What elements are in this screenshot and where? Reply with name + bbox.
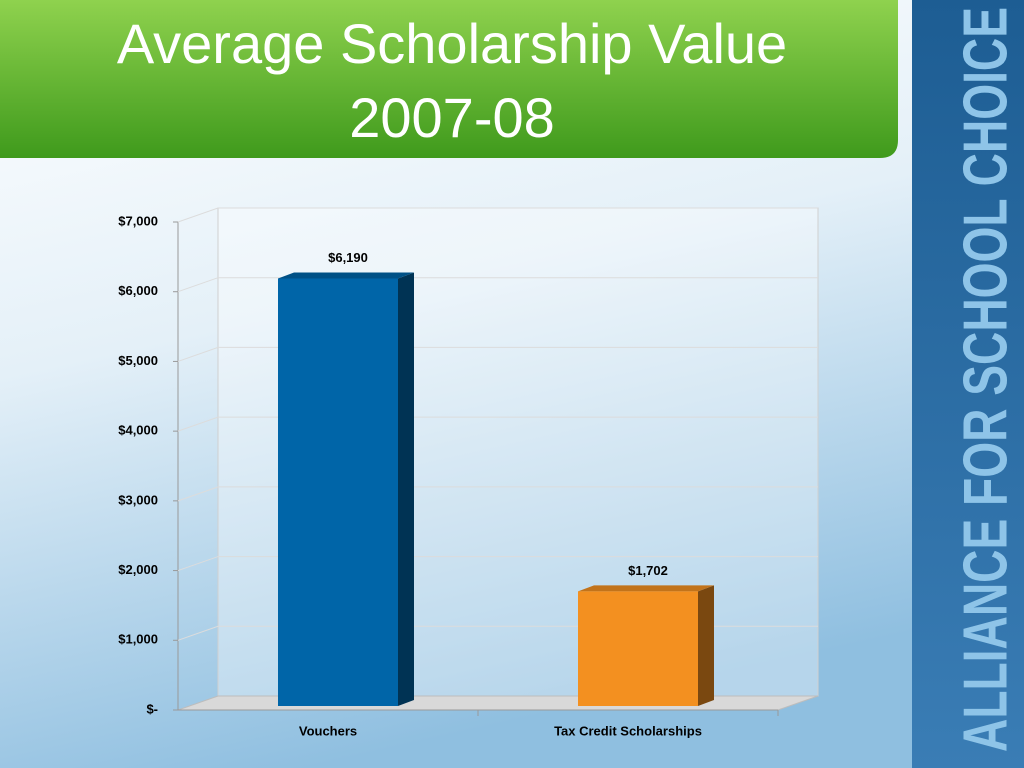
bar-top — [278, 272, 414, 279]
bar-side — [698, 585, 714, 706]
chart-subtitle: 2007-08 — [349, 86, 555, 149]
bar — [578, 591, 698, 706]
chart-title: Average Scholarship Value — [117, 12, 787, 75]
bar-top — [578, 585, 714, 592]
header — [0, 0, 898, 158]
x-tick-label: Tax Credit Scholarships — [554, 723, 702, 738]
bar-side — [398, 272, 414, 706]
plot — [177, 207, 819, 711]
y-tick-label: $3,000 — [118, 492, 158, 507]
y-tick-label: $6,000 — [118, 283, 158, 298]
brand-band — [912, 0, 1024, 768]
brand: ALLIANCE FOR SCHOOL CHOICE — [951, 7, 1020, 752]
y-tick-label: $- — [146, 701, 158, 716]
data-label: $1,702 — [628, 563, 668, 578]
grid-line — [177, 486, 818, 502]
data-label: $6,190 — [328, 250, 368, 265]
y-tick-label: $7,000 — [118, 213, 158, 228]
grid-line — [177, 277, 818, 293]
x-tick-label: Vouchers — [299, 723, 357, 738]
grid-line — [177, 346, 818, 362]
grid-line — [177, 556, 818, 572]
y-tick-label: $4,000 — [118, 423, 158, 438]
bar — [278, 278, 398, 706]
grid-line — [177, 207, 818, 223]
y-tick-label: $1,000 — [118, 632, 158, 647]
y-tick-label: $2,000 — [118, 562, 158, 577]
y-tick-label: $5,000 — [118, 353, 158, 368]
floor — [177, 695, 819, 711]
grid-line — [177, 416, 818, 432]
